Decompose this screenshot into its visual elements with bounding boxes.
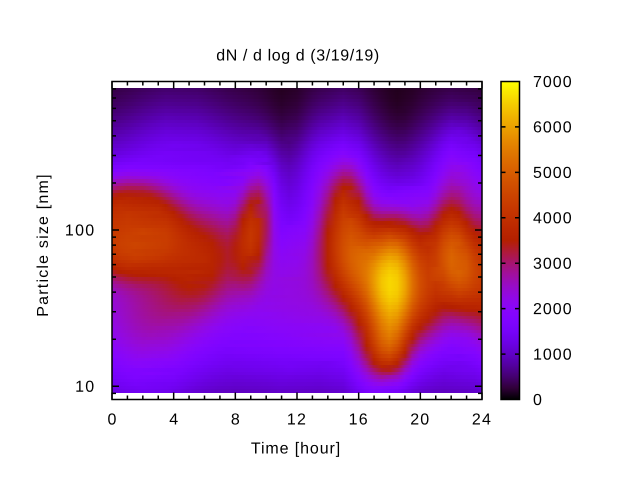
svg-text:5000: 5000 — [533, 165, 573, 182]
svg-text:8: 8 — [231, 411, 240, 428]
svg-text:10: 10 — [75, 379, 95, 396]
svg-text:100: 100 — [65, 222, 96, 239]
svg-text:7000: 7000 — [533, 74, 573, 91]
svg-text:Particle size [nm]: Particle size [nm] — [35, 173, 52, 316]
svg-text:2000: 2000 — [533, 301, 573, 318]
svg-text:0: 0 — [533, 392, 542, 409]
svg-text:0: 0 — [108, 411, 117, 428]
svg-text:dN / d log d (3/19/19): dN / d log d (3/19/19) — [216, 47, 380, 64]
svg-text:16: 16 — [349, 411, 369, 428]
svg-text:Time [hour]: Time [hour] — [251, 440, 341, 457]
svg-text:20: 20 — [410, 411, 430, 428]
svg-text:6000: 6000 — [533, 119, 573, 136]
svg-text:24: 24 — [472, 411, 492, 428]
svg-text:3000: 3000 — [533, 256, 573, 273]
svg-text:1000: 1000 — [533, 347, 573, 364]
svg-text:4: 4 — [169, 411, 178, 428]
svg-text:4000: 4000 — [533, 210, 573, 227]
svg-text:12: 12 — [287, 411, 307, 428]
